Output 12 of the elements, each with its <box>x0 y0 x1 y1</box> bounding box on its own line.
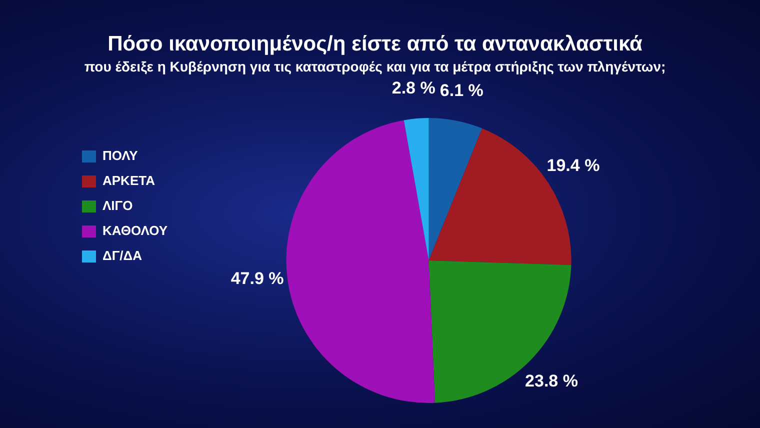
data-label: 2.8 % <box>392 78 436 98</box>
legend-label: ΠΟΛΥ <box>102 148 138 164</box>
legend-label: ΑΡΚΕΤΑ <box>102 173 156 188</box>
legend-label: ΔΓ/ΔΑ <box>102 248 143 264</box>
data-label: 19.4 % <box>546 156 600 175</box>
legend-label: ΛΙΓΟ <box>102 198 133 214</box>
data-label: 47.9 % <box>230 269 284 288</box>
legend-label: ΚΑΘΟΛΟΥ <box>102 223 168 238</box>
data-label: 23.8 % <box>525 371 578 390</box>
chart-subtitle: που έδειξε η Κυβέρνηση για τις καταστροφές και για τα μέτρα στήριξης των πληγέντων; <box>84 58 666 74</box>
chart-title: Πόσο ικανοποιημένος/η είστε από τα αντανακλαστικά <box>108 32 643 56</box>
data-label: 6.1 % <box>440 80 484 100</box>
